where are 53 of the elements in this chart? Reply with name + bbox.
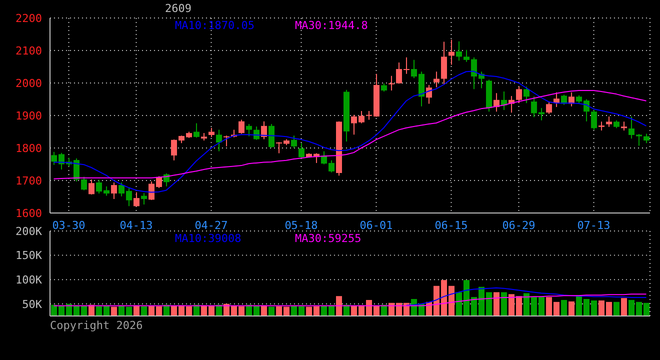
candlestick: [606, 116, 612, 128]
line-series: [53, 294, 647, 306]
candlestick: [261, 120, 267, 140]
x-tick-label: 06-01: [360, 218, 393, 232]
candlestick: [434, 71, 440, 88]
annotation: MA30:59255: [295, 232, 362, 245]
candlestick: [298, 142, 304, 158]
y-tick-label: 1900: [16, 109, 42, 122]
annotation: MA10:39008: [175, 232, 242, 245]
x-tick-label: 06-29: [502, 218, 536, 232]
x-tick-label: 03-30: [52, 218, 86, 232]
candlestick: [268, 123, 274, 148]
x-tick-label: 07-13: [577, 218, 610, 232]
y-tick-label: 2000: [16, 76, 42, 90]
y-tick-label: 100K: [16, 273, 42, 286]
candlestick: [291, 135, 297, 148]
y-tick-label: 150K: [16, 249, 42, 262]
candlestick: [141, 192, 147, 206]
candlestick: [111, 182, 117, 200]
y-tick-label: 2200: [16, 12, 42, 25]
line-series: [406, 287, 647, 306]
x-tick-label: 04-27: [194, 218, 228, 232]
y-tick-label: 1700: [16, 174, 42, 188]
annotation: MA30:1944.8: [295, 19, 368, 32]
candlestick: [456, 40, 462, 62]
candlestick: [81, 176, 87, 191]
candlestick: [134, 192, 140, 207]
x-tick-label: 04-13: [120, 218, 153, 232]
x-tick-label: 05-18: [284, 218, 318, 232]
candlestick: [441, 41, 447, 84]
text: Copyright 2026: [50, 319, 143, 332]
candlestick: [546, 102, 552, 114]
candlestick: [561, 94, 567, 106]
candlestick: [388, 75, 394, 91]
candlestick: [516, 86, 522, 104]
candlestick: [524, 86, 530, 104]
x-tick-label: 06-15: [434, 218, 468, 232]
annotation: MA10:1870.05: [175, 19, 254, 32]
y-tick-label: 50K: [22, 298, 42, 311]
candlestick: [194, 122, 200, 138]
candlestick: [644, 133, 650, 144]
candlestick: [88, 179, 94, 195]
y-tick-label: 1800: [16, 142, 42, 155]
candlestick: [238, 119, 244, 134]
chart-title: 2609: [165, 2, 192, 15]
y-tick-label: 1600: [16, 206, 42, 220]
y-tick-label: 2100: [16, 44, 42, 58]
candlestick: [208, 127, 214, 138]
y-tick-label: 200K: [16, 224, 42, 238]
candlestick: [591, 109, 597, 130]
candlestick: [246, 123, 252, 137]
candlestick: [216, 129, 222, 152]
candlestick: [224, 135, 230, 147]
